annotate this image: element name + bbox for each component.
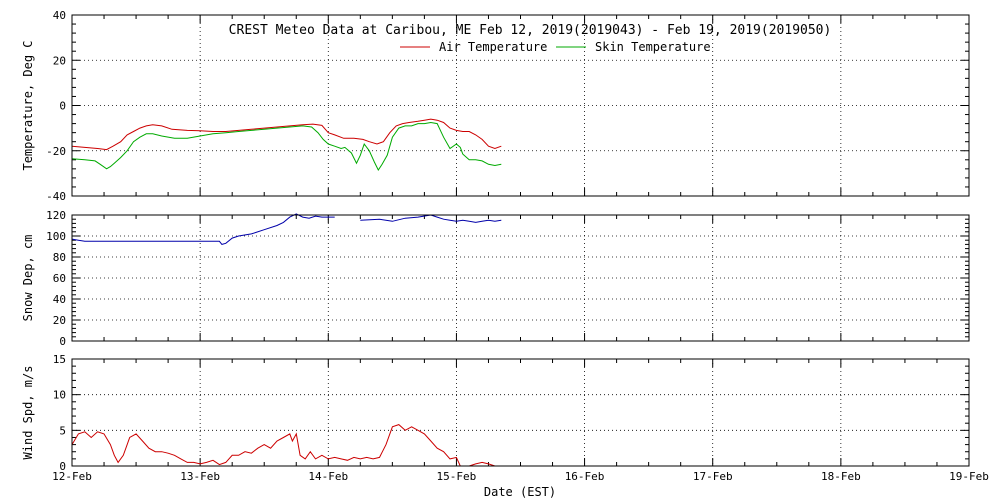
legend-label: Skin Temperature	[595, 40, 711, 54]
plot-frame	[71, 14, 970, 197]
x-tick-label: 13-Feb	[180, 470, 220, 483]
panel-snow-depth: 0 20 40 60 80 100 120 Snow Dep, cm	[21, 209, 970, 348]
y-tick-label: -40	[46, 190, 66, 203]
x-tick-label: 19-Feb	[949, 470, 989, 483]
y-tick-label: 20	[53, 54, 66, 67]
y-tick-label: 15	[53, 353, 66, 366]
legend: Air Temperature Skin Temperature	[400, 40, 711, 54]
legend-label: Air Temperature	[439, 40, 547, 54]
y-tick-label: 100	[46, 230, 66, 243]
y-tick-label: 0	[59, 460, 66, 473]
plot-frame	[71, 214, 970, 342]
x-axis-title: Date (EST)	[484, 485, 556, 499]
y-axis-title-temperature: Temperature, Deg C	[21, 40, 35, 170]
plot-frame	[71, 358, 970, 467]
x-tick-label: 16-Feb	[565, 470, 605, 483]
series-line-air-temperature	[71, 118, 502, 151]
y-axis-title-wind-speed: Wind Spd, m/s	[21, 366, 35, 460]
y-tick-label: 20	[53, 314, 66, 327]
y-tick-label: 0	[59, 335, 66, 348]
y-tick-label: 0	[59, 100, 66, 113]
y-tick-label: 60	[53, 272, 66, 285]
x-tick-label: 18-Feb	[821, 470, 861, 483]
y-axis-title-snow-depth: Snow Dep, cm	[21, 235, 35, 322]
y-tick-label: -20	[46, 145, 66, 158]
y-tick-label: 40	[53, 293, 66, 306]
chart-title: CREST Meteo Data at Caribou, ME Feb 12, …	[229, 23, 832, 38]
y-tick-label: 10	[53, 389, 66, 402]
y-tick-label: 80	[53, 251, 66, 264]
series-line-skin-temperature	[71, 121, 502, 171]
x-tick-label: 15-Feb	[437, 470, 477, 483]
series-line-snow-depth-segment-0	[71, 213, 335, 245]
series-line-wind-speed-segment-0	[71, 424, 496, 467]
plot-panels: -40 -20 0 20 40 Temperature, Deg C 0 20 40 60 80 10…	[21, 9, 989, 483]
y-tick-label: 40	[53, 9, 66, 22]
series-line-snow-depth-segment-1	[360, 214, 502, 223]
x-tick-label: 17-Feb	[693, 470, 733, 483]
y-tick-label: 5	[59, 424, 66, 437]
x-tick-label: 14-Feb	[308, 470, 348, 483]
panel-temperature: -40 -20 0 20 40 Temperature, Deg C	[21, 9, 970, 203]
y-tick-label: 120	[46, 209, 66, 222]
panel-wind-speed: 0 5 10 15 Wind Spd, m/s	[21, 353, 970, 473]
x-tick-label: 12-Feb	[52, 470, 92, 483]
